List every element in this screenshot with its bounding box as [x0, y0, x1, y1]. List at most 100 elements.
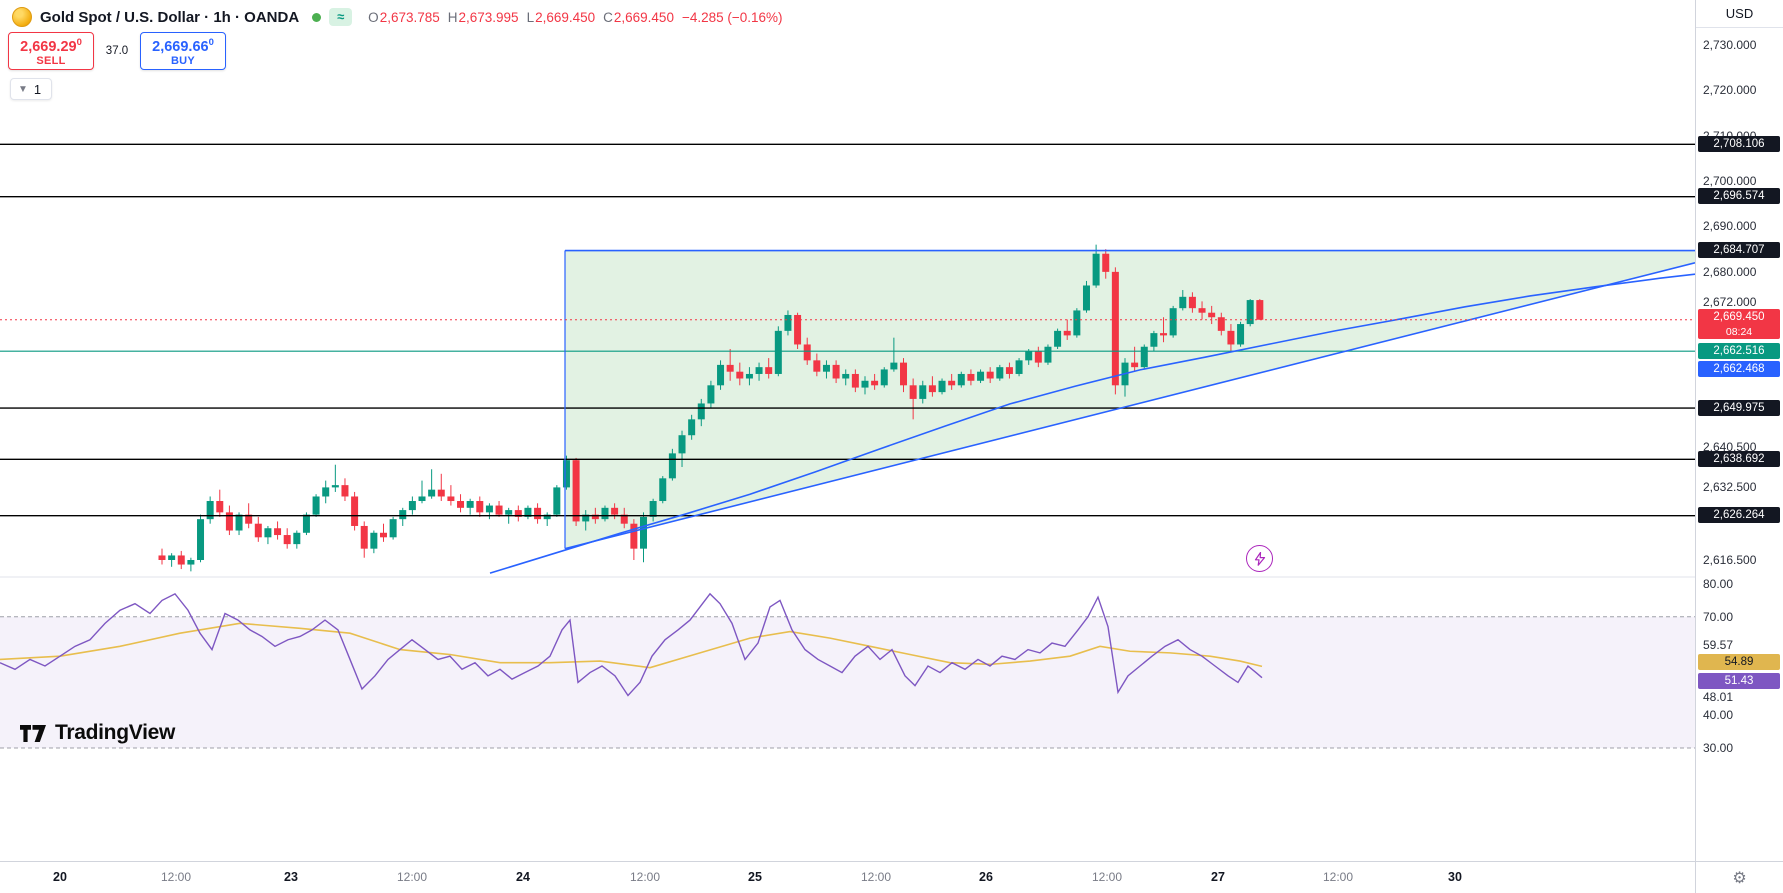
price-axis-badge: 2,638.692	[1698, 450, 1780, 467]
price-axis[interactable]: USD 2,730.0002,720.0002,710.0002,700.000…	[1695, 0, 1783, 861]
buy-label: BUY	[170, 55, 196, 68]
candle-body	[562, 460, 570, 488]
candle-body	[283, 535, 291, 545]
candle-body	[803, 344, 811, 361]
price-axis-badge: 2,669.450 08:24	[1698, 309, 1780, 340]
tradingview-logo[interactable]: TradingView	[20, 721, 175, 745]
candle-body	[1005, 367, 1013, 374]
candle-body	[717, 364, 725, 386]
ohlc-item: H2,673.995	[447, 9, 519, 25]
candle-body	[197, 519, 205, 560]
candle-body	[1044, 346, 1052, 363]
chart-canvas[interactable]	[0, 0, 1695, 861]
flash-boost-icon[interactable]	[1246, 545, 1273, 572]
candle-body	[967, 373, 975, 381]
sell-price-fraction: 0	[76, 36, 82, 48]
candle-body	[274, 528, 282, 536]
rsi-axis-badge: 51.43	[1698, 673, 1780, 690]
symbol-header: Gold Spot / U.S. Dollar · 1h · OANDA ≈ O…	[12, 7, 783, 27]
price-tick-label: 2,700.000	[1703, 174, 1757, 189]
candle-body	[640, 516, 647, 549]
candle-body	[1169, 308, 1177, 336]
rsi-band	[0, 616, 1695, 748]
sell-button[interactable]: 2,669.290 SELL	[8, 32, 94, 70]
buy-button[interactable]: 2,669.660 BUY	[140, 32, 226, 70]
candle-body	[168, 555, 176, 560]
axis-settings-corner: ⚙	[1695, 861, 1783, 893]
candle-body	[1034, 351, 1042, 363]
price-tick-label: 2,672.000	[1703, 295, 1757, 310]
candle-body	[948, 380, 956, 386]
buy-price: 2,669.66	[152, 38, 209, 55]
price-change: −4.285 (−0.16%)	[681, 9, 783, 25]
trend-curve-line[interactable]	[489, 273, 1695, 574]
time-tick-label: 12:00	[1091, 870, 1123, 884]
tradingview-logo-text: TradingView	[55, 721, 176, 744]
rsi-tick-label: 59.57	[1703, 638, 1734, 652]
candle-body	[900, 362, 908, 386]
time-tick-label: 20	[53, 870, 67, 884]
candle-body	[909, 385, 917, 399]
candle-body	[957, 373, 965, 386]
candle-body	[158, 555, 166, 560]
candle-body	[890, 362, 898, 370]
time-tick-label: 27	[1211, 870, 1225, 884]
time-tick-label: 12:00	[396, 870, 428, 884]
candle-body	[476, 501, 484, 513]
candle-body	[418, 496, 426, 502]
price-axis-badge: 2,662.516	[1698, 342, 1780, 359]
pattern-lower-line[interactable]	[564, 262, 1695, 550]
rsi-line	[0, 592, 1263, 697]
legend-count-value: 1	[33, 81, 42, 97]
candle-body	[611, 507, 619, 515]
candle-body	[794, 314, 802, 345]
currency-selector[interactable]: USD	[1696, 0, 1783, 28]
ohlc-item: O2,673.785	[368, 9, 440, 25]
candle-body	[1256, 300, 1264, 320]
time-tick-label: 30	[1448, 870, 1462, 884]
candle-body	[591, 514, 599, 520]
market-status-icon[interactable]	[312, 12, 322, 22]
gear-icon[interactable]: ⚙	[1732, 869, 1747, 887]
buy-price-fraction: 0	[208, 36, 214, 48]
sell-label: SELL	[36, 55, 66, 68]
candle-body	[861, 380, 869, 388]
candle-body	[264, 528, 272, 538]
candle-body	[928, 385, 936, 393]
candle-body	[630, 523, 638, 549]
candle-body	[1198, 308, 1206, 313]
symbol-title[interactable]: Gold Spot / U.S. Dollar · 1h · OANDA	[40, 8, 300, 26]
candle-body	[1054, 330, 1062, 347]
candle-body	[774, 330, 782, 374]
candle-body	[254, 523, 262, 538]
price-axis-badge: 2,662.468	[1698, 360, 1780, 377]
candle-body	[880, 369, 888, 386]
candle-body	[495, 505, 503, 515]
candle-body	[245, 514, 253, 524]
candle-body	[1140, 346, 1148, 368]
candle-body	[871, 380, 879, 386]
data-mode-icon[interactable]: ≈	[329, 8, 353, 26]
ohlc-values: O2,673.785 H2,673.995 L2,669.450 C2,669.450	[368, 10, 674, 25]
candle-body	[765, 367, 773, 374]
candle-body	[1025, 351, 1033, 361]
rsi-axis-badge: 54.89	[1698, 653, 1780, 670]
candle-body	[341, 485, 349, 497]
time-tick-label: 12:00	[629, 870, 661, 884]
time-tick-label: 12:00	[1322, 870, 1354, 884]
candle-body	[668, 453, 676, 479]
candle-body	[322, 487, 330, 497]
price-tick-label: 2,690.000	[1703, 219, 1757, 234]
rsi-tick-label: 48.01	[1703, 689, 1734, 704]
candle-body	[206, 501, 214, 520]
price-tick-label: 2,680.000	[1703, 264, 1757, 279]
candle-body	[977, 371, 985, 381]
time-tick-label: 12:00	[860, 870, 892, 884]
ohlc-item: L2,669.450	[526, 9, 596, 25]
legend-collapse-control[interactable]: ▼ 1	[10, 78, 53, 100]
time-axis[interactable]: 20 12:00 23 12:00 24 12:00 25 12:00 26 12:00 27 12:…	[0, 861, 1695, 893]
candle-body	[360, 525, 368, 549]
candle-body	[177, 555, 185, 565]
candle-body	[1131, 362, 1139, 368]
candle-body	[919, 385, 927, 399]
